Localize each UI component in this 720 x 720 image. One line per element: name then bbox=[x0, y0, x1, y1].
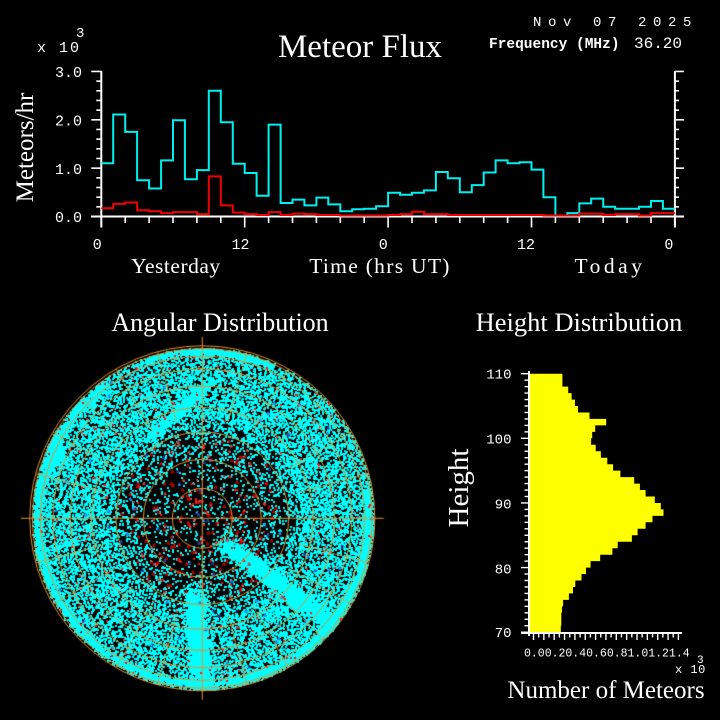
svg-text:Height: Height bbox=[443, 449, 475, 528]
svg-text:Angular Distribution: Angular Distribution bbox=[111, 308, 328, 337]
svg-text:80: 80 bbox=[495, 563, 512, 579]
svg-text:110: 110 bbox=[486, 367, 511, 383]
svg-text:2.0: 2.0 bbox=[55, 113, 82, 130]
svg-text:x 10: x 10 bbox=[675, 663, 706, 677]
svg-text:Yesterday: Yesterday bbox=[131, 254, 221, 278]
svg-text:70: 70 bbox=[495, 626, 512, 642]
svg-text:1.0: 1.0 bbox=[55, 162, 82, 179]
svg-text:0: 0 bbox=[379, 237, 388, 254]
svg-text:Number of Meteors: Number of Meteors bbox=[507, 677, 704, 704]
svg-text:0: 0 bbox=[664, 237, 673, 254]
svg-text:Today: Today bbox=[575, 254, 646, 278]
svg-text:Meteor Flux: Meteor Flux bbox=[278, 29, 443, 65]
svg-text:0: 0 bbox=[93, 237, 102, 254]
svg-text:100: 100 bbox=[486, 433, 511, 449]
svg-text:0.00.20.40.60.81.01.21.4: 0.00.20.40.60.81.01.21.4 bbox=[524, 648, 690, 661]
svg-text:3: 3 bbox=[697, 655, 704, 667]
svg-text:3: 3 bbox=[76, 26, 84, 42]
svg-text:12: 12 bbox=[517, 237, 535, 254]
svg-text:Time (hrs UT): Time (hrs UT) bbox=[309, 254, 451, 278]
svg-text:36.20: 36.20 bbox=[634, 35, 682, 53]
svg-text:x 10: x 10 bbox=[37, 40, 81, 57]
svg-text:12: 12 bbox=[231, 237, 249, 254]
svg-text:90: 90 bbox=[495, 497, 512, 513]
svg-text:Height Distribution: Height Distribution bbox=[476, 307, 683, 337]
svg-text:3.0: 3.0 bbox=[55, 65, 82, 82]
svg-text:Meteors/hr: Meteors/hr bbox=[12, 92, 39, 202]
svg-text:Nov 07 2025: Nov 07 2025 bbox=[533, 15, 698, 31]
svg-text:0.0: 0.0 bbox=[55, 210, 82, 227]
svg-text:Frequency (MHz): Frequency (MHz) bbox=[489, 37, 620, 53]
